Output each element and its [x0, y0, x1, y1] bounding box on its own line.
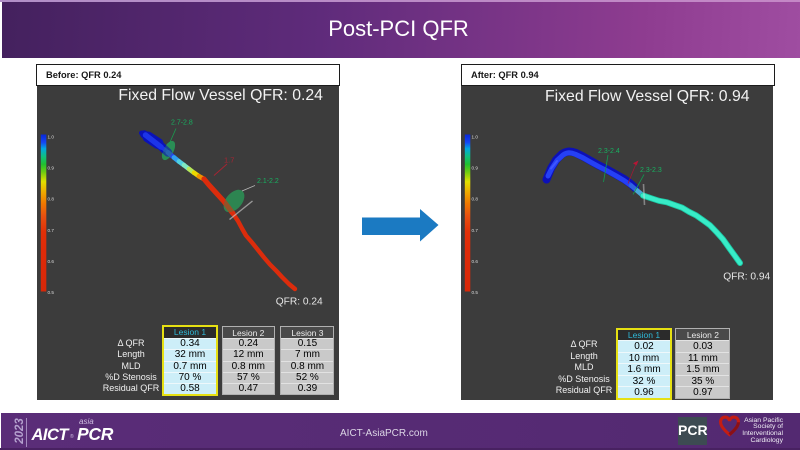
svg-text:0.8: 0.8	[48, 196, 55, 201]
svg-text:QFR: 0.24: QFR: 0.24	[276, 296, 323, 307]
svg-text:0.5: 0.5	[472, 290, 479, 295]
svg-text:0.9: 0.9	[48, 165, 55, 170]
svg-text:2.3-2.4: 2.3-2.4	[598, 148, 620, 155]
svg-text:QFR: 0.94: QFR: 0.94	[723, 271, 770, 282]
svg-text:0.8: 0.8	[472, 196, 479, 201]
svg-text:0.7: 0.7	[472, 228, 479, 233]
svg-text:1.7: 1.7	[224, 155, 234, 164]
svg-text:1.0: 1.0	[472, 134, 479, 139]
svg-text:0.9: 0.9	[472, 165, 479, 170]
svg-text:1.0: 1.0	[48, 134, 55, 139]
svg-text:0.6: 0.6	[48, 259, 55, 264]
svg-text:2.7-2.8: 2.7-2.8	[171, 119, 193, 126]
svg-text:0.5: 0.5	[48, 290, 55, 295]
svg-text:0.6: 0.6	[472, 259, 479, 264]
svg-text:2.3-2.3: 2.3-2.3	[640, 167, 662, 174]
svg-text:2.1-2.2: 2.1-2.2	[257, 178, 279, 185]
svg-text:0.7: 0.7	[48, 228, 55, 233]
